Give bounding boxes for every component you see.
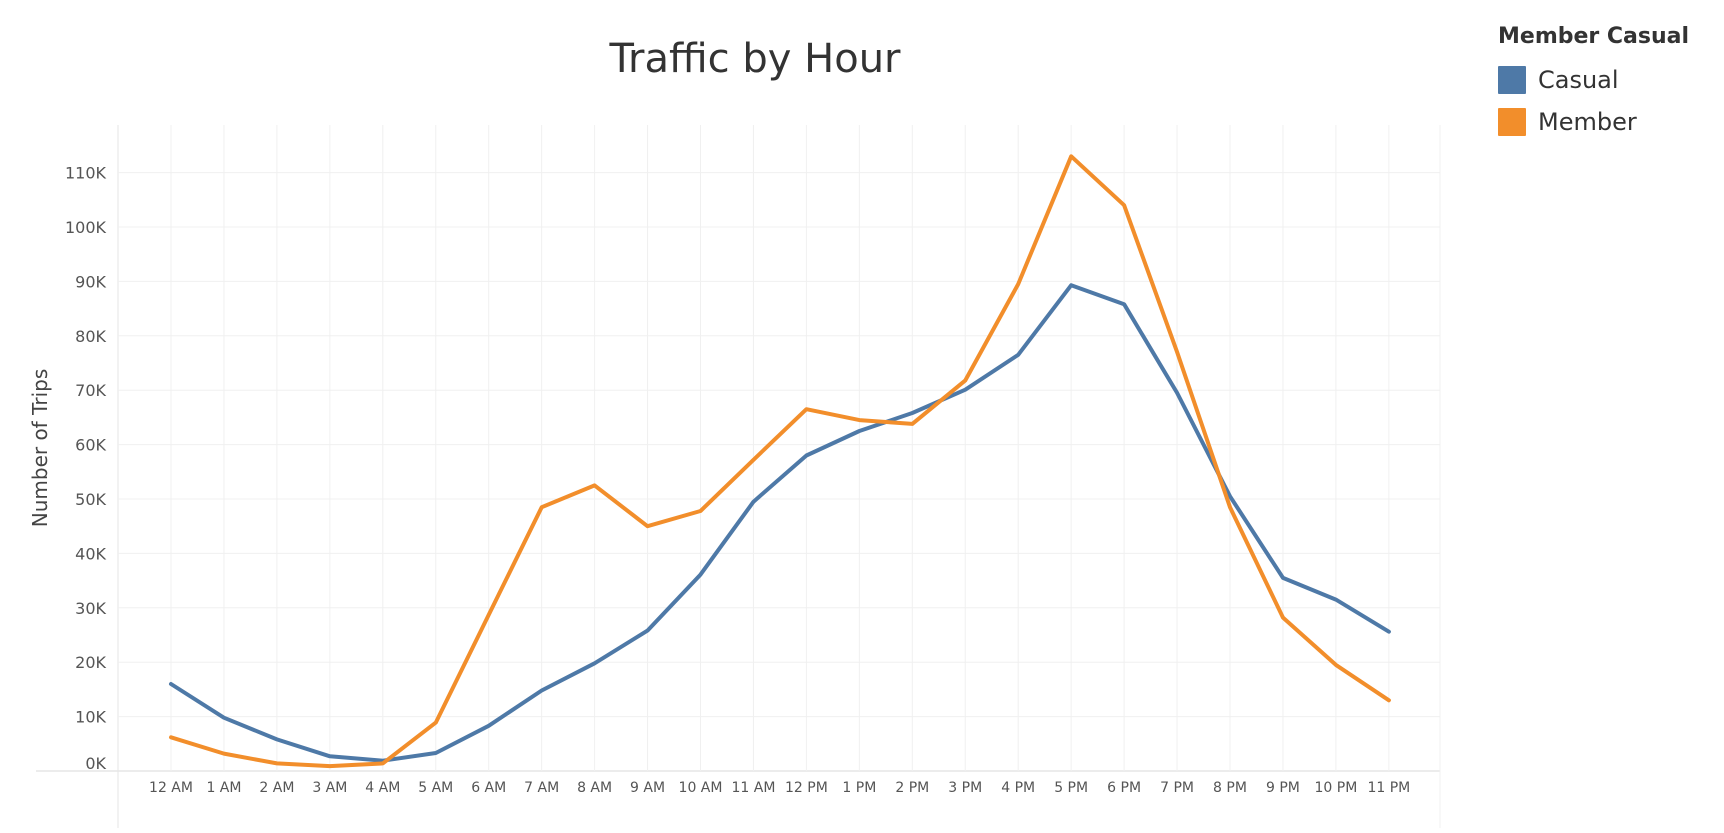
series-line-casual [169, 283, 1391, 763]
y-tick-label: 10K [75, 708, 106, 727]
x-tick-label: 1 AM [206, 780, 241, 796]
series-line-member [169, 154, 1391, 769]
y-axis-title: Number of Trips [28, 369, 52, 528]
x-tick-label: 7 PM [1160, 780, 1194, 796]
x-tick-label: 10 PM [1315, 780, 1358, 796]
y-tick-label: 70K [75, 381, 106, 400]
x-tick-label: 12 AM [149, 780, 193, 796]
legend-label-member: Member [1538, 108, 1637, 136]
y-tick-label: 100K [65, 218, 107, 237]
y-tick-label: 30K [75, 599, 106, 618]
legend-item-casual[interactable]: Casual [1498, 59, 1689, 101]
y-tick-label: 60K [75, 436, 106, 455]
x-tick-label: 11 AM [731, 780, 775, 796]
x-tick-label: 6 PM [1107, 780, 1141, 796]
x-tick-label: 2 PM [895, 780, 929, 796]
y-tick-label: 20K [75, 653, 106, 672]
x-tick-label: 1 PM [842, 780, 876, 796]
x-tick-label: 7 AM [524, 780, 559, 796]
legend-title: Member Casual [1498, 24, 1690, 49]
x-tick-label: 11 PM [1367, 780, 1410, 796]
x-tick-label: 8 PM [1213, 780, 1247, 796]
x-tick-label: 5 AM [418, 780, 453, 796]
x-tick-label: 10 AM [679, 780, 723, 796]
legend-swatch-casual [1498, 66, 1526, 94]
y-tick-label: 90K [75, 272, 106, 291]
x-tick-label: 9 PM [1266, 780, 1300, 796]
x-tick-label: 3 PM [948, 780, 982, 796]
legend-label-casual: Casual [1538, 66, 1619, 94]
y-tick-label: 80K [75, 327, 106, 346]
y-tick-label: 50K [75, 490, 106, 509]
legend-swatch-member [1498, 108, 1526, 136]
y-tick-label: 110K [65, 164, 107, 183]
legend-item-member[interactable]: Member [1498, 101, 1689, 143]
x-tick-label: 8 AM [577, 780, 612, 796]
x-tick-label: 3 AM [312, 780, 347, 796]
x-tick-label: 9 AM [630, 780, 665, 796]
legend: Member Casual Casual Member [1498, 24, 1689, 143]
x-tick-label: 4 PM [1001, 780, 1035, 796]
x-tick-label: 5 PM [1054, 780, 1088, 796]
x-tick-label: 4 AM [365, 780, 400, 796]
y-tick-label: 0K [85, 754, 106, 773]
x-tick-label: 12 PM [785, 780, 828, 796]
y-tick-label: 40K [75, 544, 106, 563]
x-tick-label: 6 AM [471, 780, 506, 796]
chart-title: Traffic by Hour [609, 36, 901, 82]
x-tick-label: 2 AM [259, 780, 294, 796]
